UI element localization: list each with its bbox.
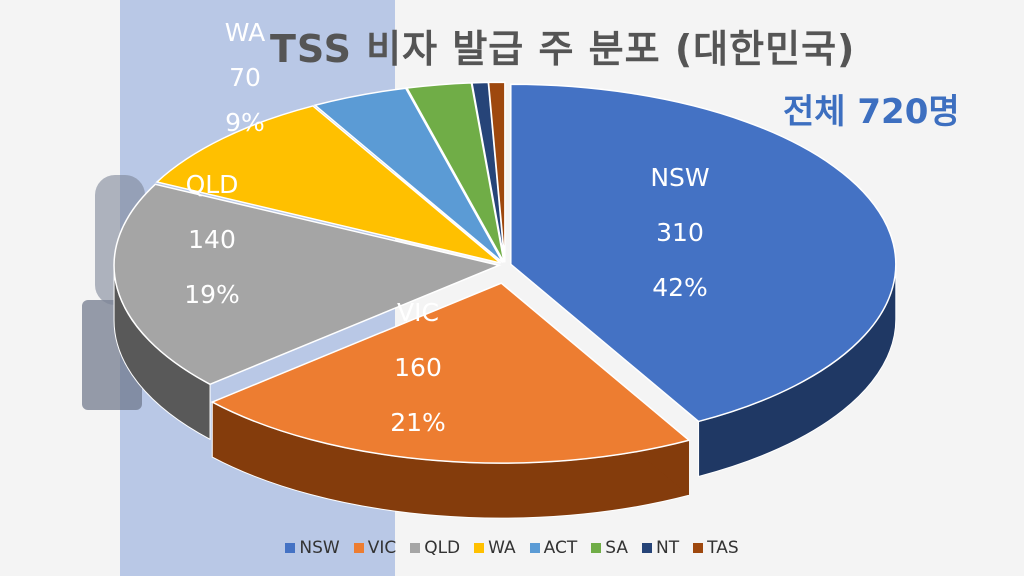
chart-subtitle: 전체 720명 bbox=[783, 92, 960, 132]
legend-item-qld: QLD bbox=[410, 538, 460, 558]
legend-swatch bbox=[693, 543, 704, 553]
label-name: QLD bbox=[185, 170, 239, 199]
legend-swatch bbox=[474, 543, 485, 553]
legend-swatch bbox=[591, 543, 602, 553]
legend-swatch bbox=[642, 543, 653, 553]
label-wa: WA 70 9% bbox=[200, 20, 290, 155]
label-vic: VIC 160 21% bbox=[373, 300, 463, 465]
label-percent: 42% bbox=[652, 273, 708, 302]
label-value: 310 bbox=[656, 218, 704, 247]
label-value: 140 bbox=[188, 225, 236, 254]
label-percent: 21% bbox=[390, 408, 446, 437]
legend: NSW VIC QLD WA ACT SA NT TAS bbox=[0, 538, 1024, 558]
legend-swatch bbox=[410, 543, 421, 553]
label-nsw: NSW 310 42% bbox=[635, 165, 725, 330]
legend-item-sa: SA bbox=[591, 538, 628, 558]
legend-item-wa: WA bbox=[474, 538, 516, 558]
slice-qld bbox=[113, 183, 502, 386]
legend-swatch bbox=[353, 543, 364, 553]
label-qld: QLD 140 19% bbox=[167, 172, 257, 337]
legend-label: ACT bbox=[543, 538, 578, 558]
slice-vic bbox=[210, 282, 691, 464]
legend-label: NT bbox=[656, 538, 680, 558]
label-name: NSW bbox=[650, 163, 710, 192]
slice-tas bbox=[487, 81, 506, 263]
legend-label: SA bbox=[605, 538, 629, 558]
label-name: WA bbox=[224, 18, 266, 47]
legend-swatch bbox=[285, 543, 296, 553]
label-percent: 19% bbox=[184, 280, 240, 309]
label-value: 160 bbox=[394, 353, 442, 382]
legend-item-act: ACT bbox=[529, 538, 578, 558]
label-value: 70 bbox=[229, 63, 261, 92]
chart-title: TSS 비자 발급 주 분포 (대한민국) bbox=[270, 27, 856, 71]
slice-wa bbox=[155, 105, 502, 264]
label-name: VIC bbox=[397, 298, 439, 327]
legend-item-vic: VIC bbox=[353, 538, 397, 558]
legend-label: WA bbox=[488, 538, 516, 558]
legend-label: NSW bbox=[299, 538, 340, 558]
legend-item-nsw: NSW bbox=[285, 538, 340, 558]
legend-item-nt: NT bbox=[642, 538, 679, 558]
legend-label: TAS bbox=[707, 538, 739, 558]
slice-act bbox=[313, 87, 504, 263]
legend-swatch bbox=[529, 543, 540, 553]
legend-item-tas: TAS bbox=[693, 538, 739, 558]
legend-label: QLD bbox=[424, 538, 461, 558]
slice-nsw bbox=[510, 83, 897, 423]
legend-label: VIC bbox=[367, 538, 397, 558]
label-percent: 9% bbox=[225, 108, 265, 137]
